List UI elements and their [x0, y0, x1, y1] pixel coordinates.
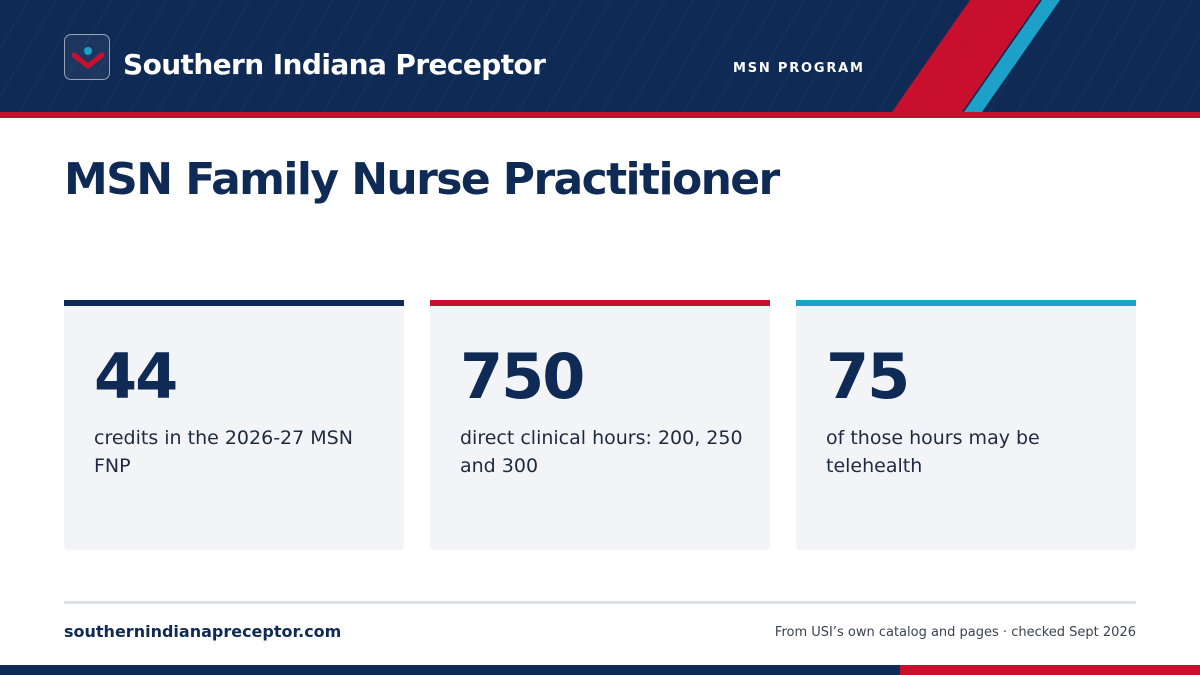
stat-card-credits: 44 credits in the 2026-27 MSN FNP	[64, 300, 404, 550]
stat-value: 75	[826, 340, 910, 413]
header-banner: Southern Indiana Preceptor MSN PROGRAM	[0, 0, 1200, 112]
brand-name: Southern Indiana Preceptor	[123, 48, 546, 81]
header-rule	[0, 112, 1200, 118]
card-accent-bar	[796, 300, 1136, 306]
footer-divider	[64, 601, 1136, 604]
stat-value: 750	[460, 340, 585, 413]
bottom-bar-red	[900, 665, 1200, 675]
stat-description: credits in the 2026-27 MSN FNP	[94, 427, 353, 477]
stat-value: 44	[94, 340, 178, 413]
website-link[interactable]: southernindianapreceptor.com	[64, 622, 342, 641]
person-chevron-icon	[71, 47, 105, 69]
card-accent-bar	[430, 300, 770, 306]
stat-card-telehealth: 75 of those hours may be telehealth	[796, 300, 1136, 550]
stat-description: of those hours may be telehealth	[826, 427, 1040, 477]
logo	[64, 34, 110, 80]
stat-description: direct clinical hours: 200, 250 and 300	[460, 427, 743, 477]
stat-card-clinical-hours: 750 direct clinical hours: 200, 250 and …	[430, 300, 770, 550]
source-note: From USI’s own catalog and pages · check…	[774, 625, 1136, 640]
program-tag: MSN PROGRAM	[733, 61, 865, 76]
page-title: MSN Family Nurse Practitioner	[64, 154, 780, 205]
bottom-bar-navy	[0, 665, 900, 675]
card-accent-bar	[64, 300, 404, 306]
header-stripes	[892, 0, 1060, 112]
